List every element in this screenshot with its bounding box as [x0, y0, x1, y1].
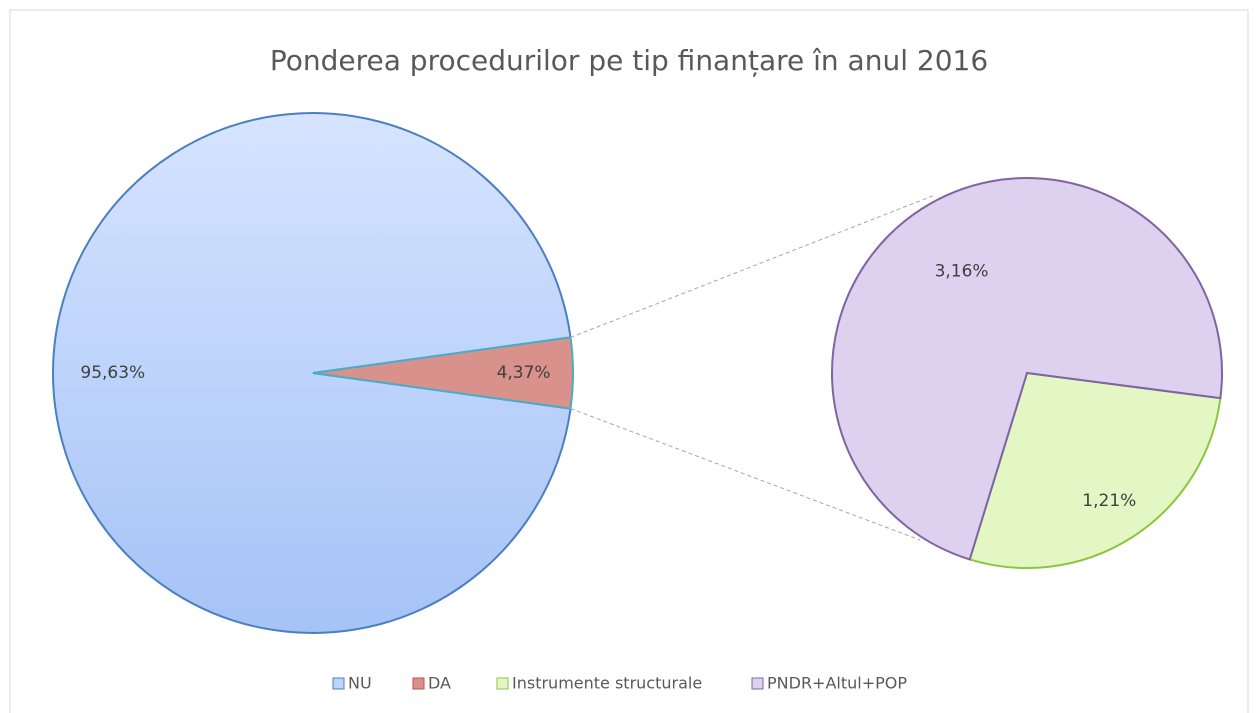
legend-label: DA — [428, 674, 451, 693]
legend-label: NU — [348, 674, 372, 693]
legend-swatch — [412, 677, 425, 690]
pie-slice — [968, 371, 1222, 569]
pie-slice — [312, 336, 575, 410]
pie-slice — [831, 177, 1223, 561]
chart-title: Ponderea procedurilor pe tip finanțare î… — [270, 44, 988, 77]
legend-label: Instrumente structurale — [512, 674, 702, 693]
legend-label: PNDR+Altul+POP — [767, 674, 907, 693]
data-label: 4,37% — [497, 363, 551, 383]
data-label: 1,21% — [1082, 491, 1136, 511]
legend-swatch — [496, 677, 509, 690]
connector-line — [570, 408, 921, 541]
data-label: 95,63% — [80, 363, 145, 383]
data-label: 3,16% — [935, 261, 989, 281]
pie-slice — [52, 112, 572, 634]
connector-line — [570, 194, 936, 338]
legend-swatch — [751, 677, 764, 690]
legend-swatch — [332, 677, 345, 690]
